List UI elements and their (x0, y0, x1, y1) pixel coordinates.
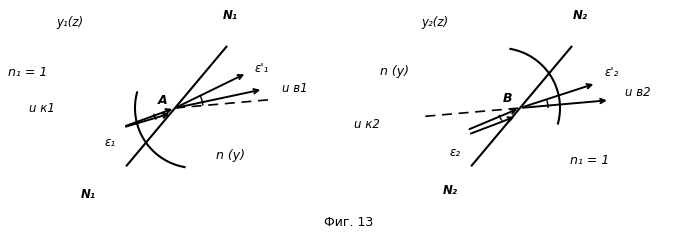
Text: N₂: N₂ (572, 9, 588, 22)
Text: N₁: N₁ (80, 189, 96, 201)
Text: ε'₁: ε'₁ (255, 61, 269, 75)
Text: y₂(z): y₂(z) (422, 16, 449, 28)
Text: n (y): n (y) (380, 65, 410, 78)
Text: n₁ = 1: n₁ = 1 (8, 65, 47, 78)
Text: N₁: N₁ (223, 9, 237, 22)
Text: u к2: u к2 (354, 119, 380, 131)
Text: ε₂: ε₂ (450, 146, 461, 158)
Text: B: B (503, 92, 512, 104)
Text: N₂: N₂ (443, 184, 457, 196)
Text: Фиг. 13: Фиг. 13 (325, 216, 373, 228)
Text: ε'₂: ε'₂ (605, 65, 619, 78)
Text: u в2: u в2 (625, 86, 651, 98)
Text: n (y): n (y) (216, 148, 244, 162)
Text: y₁(z): y₁(z) (57, 16, 84, 28)
Text: u к1: u к1 (29, 102, 55, 114)
Text: ε₁: ε₁ (105, 136, 116, 150)
Text: u в1: u в1 (282, 81, 308, 94)
Text: n₁ = 1: n₁ = 1 (570, 153, 609, 167)
Text: A: A (158, 93, 168, 107)
